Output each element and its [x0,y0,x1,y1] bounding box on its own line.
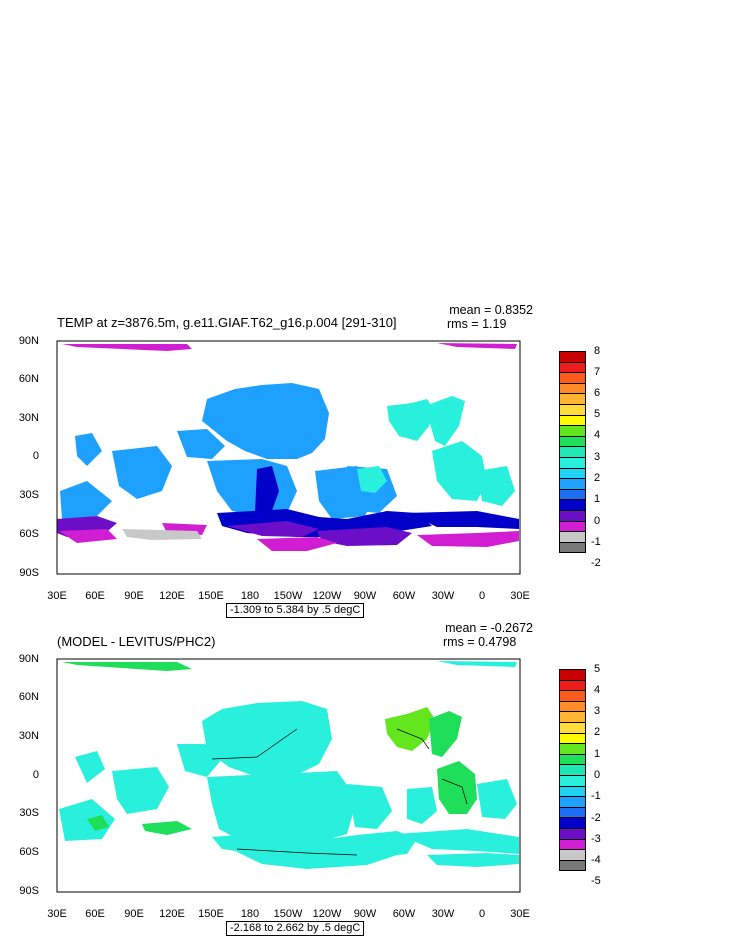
lat-label: 30N [18,412,39,424]
panel1-title: TEMP at z=3876.5m, g.e11.GIAF.T62_g16.p.… [57,315,397,330]
lat-label: 90S [19,567,39,579]
colorbar-label: 2 [594,472,601,484]
colorbar-label: -3 [591,833,601,845]
lon-label: 150W [273,590,303,602]
lon-label: 0 [478,908,486,920]
colorbar-cell [559,859,586,872]
lon-label: 60E [85,908,105,920]
lon-label: 30W [431,908,455,920]
lon-label: 120E [159,908,185,920]
colorbar-label: 3 [594,705,601,717]
lon-label: 60W [392,908,416,920]
colorbar-label: 5 [594,408,601,420]
colorbar-label: -5 [591,875,601,887]
colorbar-label: 3 [594,451,601,463]
lon-label: 90W [353,590,377,602]
panel2-title: (MODEL - LEVITUS/PHC2) [57,634,216,649]
lon-label: 0 [478,590,486,602]
panel2-rms: rms = 0.4798 [443,635,517,649]
colorbar-label: 7 [594,366,601,378]
colorbar-label: -2 [591,557,601,569]
lat-label: 30S [19,807,39,819]
lat-label: 60S [19,846,39,858]
lat-label: 0 [32,450,39,462]
colorbar-cell [559,541,586,554]
panel1-range-note: -1.309 to 5.384 by .5 degC [226,603,365,618]
colorbar-label: -1 [591,536,601,548]
colorbar-label: 1 [594,748,601,760]
lon-label: 150E [198,590,224,602]
colorbar-label: 2 [594,726,601,738]
panel1-mean: mean = 0.8352 [449,303,533,317]
lon-label: 30E [47,908,67,920]
lat-label: 90N [18,653,39,665]
panel2-mean: mean = -0.2672 [445,621,533,635]
lat-label: 60N [18,373,39,385]
colorbar-label: 6 [594,387,601,399]
panel2-map [56,658,521,893]
lon-label: 180 [240,908,260,920]
lon-label: 150W [273,908,303,920]
lon-label: 30W [431,590,455,602]
lon-label: 30E [47,590,67,602]
lat-label: 90N [18,335,39,347]
colorbar-label: 4 [594,429,601,441]
lon-label: 180 [240,590,260,602]
colorbar-label: -4 [591,854,601,866]
lat-label: 90S [19,885,39,897]
panel1-map [56,340,521,575]
colorbar-label: 8 [594,345,601,357]
lon-label: 120E [159,590,185,602]
colorbar-label: -2 [591,812,601,824]
lon-label: 120W [312,590,342,602]
lon-label: 30E [510,590,530,602]
colorbar-label: 1 [594,493,601,505]
lon-label: 30E [510,908,530,920]
colorbar-label: 0 [594,769,601,781]
lon-label: 60W [392,590,416,602]
panel1-rms: rms = 1.19 [447,317,507,331]
lon-label: 150E [198,908,224,920]
colorbar-label: -1 [591,790,601,802]
colorbar-label: 5 [594,663,601,675]
colorbar-label: 4 [594,684,601,696]
lon-label: 60E [85,590,105,602]
lat-label: 60N [18,691,39,703]
lon-label: 120W [312,908,342,920]
colorbar-label: 0 [594,515,601,527]
lat-label: 30S [19,489,39,501]
lon-label: 90E [124,590,144,602]
lon-label: 90W [353,908,377,920]
panel2-range-note: -2.168 to 2.662 by .5 degC [226,921,365,936]
lat-label: 0 [32,769,39,781]
lon-label: 90E [124,908,144,920]
lat-label: 30N [18,730,39,742]
lat-label: 60S [19,528,39,540]
